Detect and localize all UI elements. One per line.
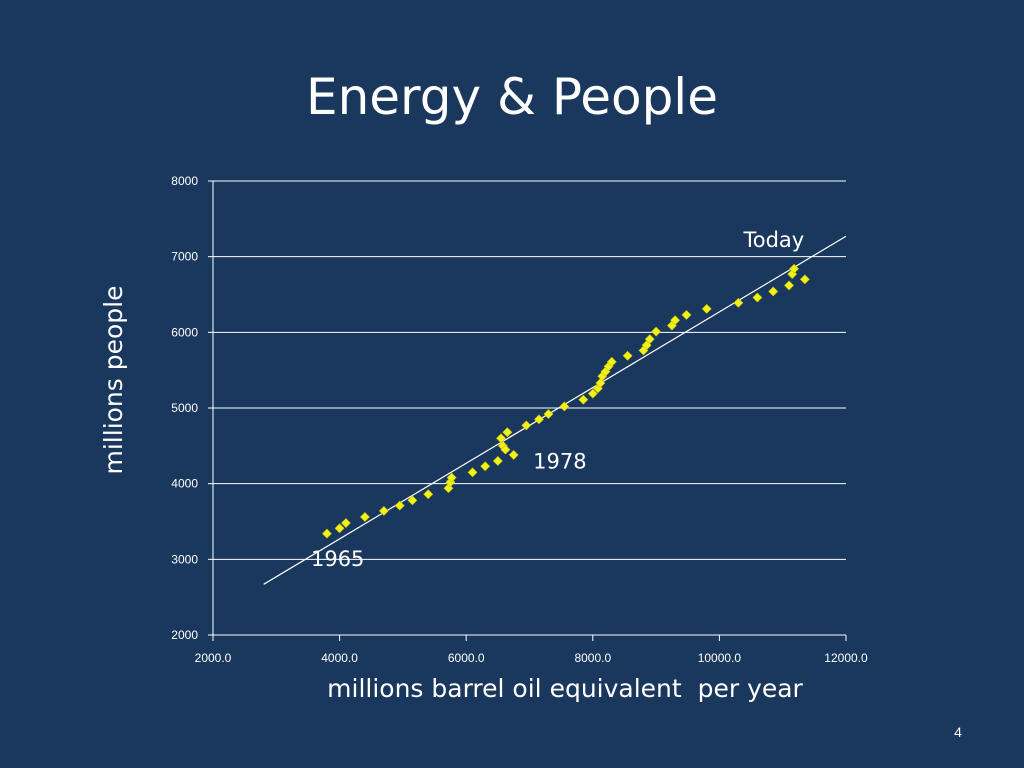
y-tick-label: 8000 bbox=[171, 174, 198, 188]
y-tick-label: 7000 bbox=[171, 250, 198, 264]
data-point bbox=[521, 420, 532, 431]
data-point bbox=[378, 505, 389, 516]
data-point bbox=[496, 433, 506, 444]
x-axis-title: millions barrel oil equivalent per year bbox=[327, 674, 803, 703]
data-point bbox=[559, 401, 570, 412]
data-points bbox=[322, 263, 810, 539]
tick-labels: 2000 3000 4000 5000 6000 7000 8000 2000.0 4000.0… bbox=[171, 174, 868, 665]
data-point bbox=[622, 350, 633, 361]
data-point bbox=[502, 427, 513, 438]
data-point bbox=[334, 523, 345, 534]
data-point bbox=[670, 315, 681, 326]
x-tick-label: 4000.0 bbox=[321, 651, 358, 665]
axes bbox=[208, 180, 847, 641]
page-number: 4 bbox=[954, 724, 962, 740]
y-tick-label: 2000 bbox=[171, 628, 198, 642]
y-tick-label: 6000 bbox=[171, 325, 198, 339]
y-tick-label: 3000 bbox=[171, 552, 198, 566]
data-point bbox=[752, 292, 763, 303]
data-point bbox=[423, 489, 434, 500]
y-tick-label: 4000 bbox=[171, 477, 198, 491]
data-point bbox=[492, 456, 503, 466]
data-point bbox=[651, 326, 662, 337]
data-point bbox=[500, 444, 511, 455]
data-point bbox=[407, 495, 418, 506]
data-point bbox=[534, 414, 544, 425]
data-point bbox=[733, 297, 744, 308]
trendline bbox=[263, 235, 847, 585]
data-point bbox=[341, 518, 351, 528]
y-tick-label: 5000 bbox=[171, 401, 198, 415]
gridlines bbox=[213, 180, 846, 560]
data-point bbox=[578, 394, 589, 405]
annotation-label: Today bbox=[742, 228, 804, 252]
annotations: 1965 1978 Today bbox=[311, 228, 804, 571]
data-point bbox=[322, 528, 332, 539]
data-point bbox=[606, 356, 617, 367]
data-point bbox=[799, 274, 810, 285]
annotation-label: 1965 bbox=[311, 547, 364, 571]
data-point bbox=[768, 286, 779, 297]
data-point bbox=[359, 512, 370, 522]
data-point bbox=[784, 280, 794, 291]
data-point bbox=[644, 334, 655, 345]
data-point bbox=[789, 263, 800, 274]
slide-title: Energy & People bbox=[306, 68, 718, 126]
data-point bbox=[543, 409, 554, 419]
data-point bbox=[701, 303, 712, 314]
y-axis-title: millions people bbox=[99, 286, 128, 475]
data-point bbox=[480, 461, 491, 472]
trendline-layer bbox=[263, 235, 847, 585]
x-tick-label: 2000.0 bbox=[195, 651, 232, 665]
data-point bbox=[467, 467, 478, 478]
x-tick-label: 12000.0 bbox=[824, 651, 868, 665]
data-point bbox=[681, 310, 692, 320]
x-tick-label: 8000.0 bbox=[574, 651, 611, 665]
data-point bbox=[394, 500, 405, 511]
data-point bbox=[446, 472, 457, 483]
data-point bbox=[587, 388, 598, 399]
x-tick-label: 6000.0 bbox=[448, 651, 485, 665]
annotation-label: 1978 bbox=[533, 450, 586, 474]
data-point bbox=[508, 449, 519, 460]
x-tick-label: 10000.0 bbox=[698, 651, 742, 665]
